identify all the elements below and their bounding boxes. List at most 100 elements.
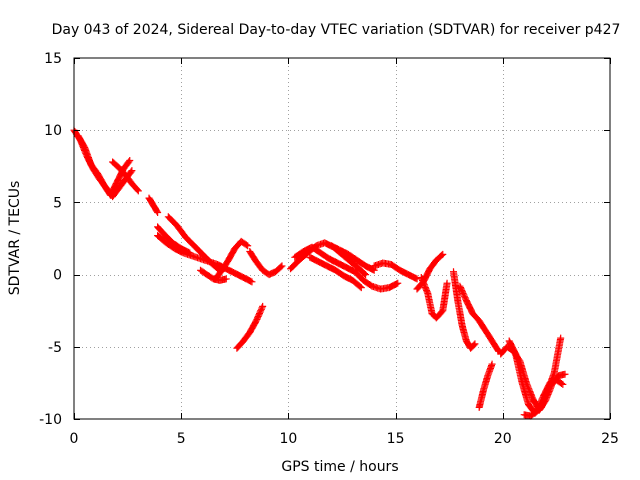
data-point — [362, 271, 370, 279]
y-tick-label: 15 — [44, 51, 62, 67]
data-point — [186, 249, 194, 257]
data-point-run — [287, 257, 302, 273]
data-point-run — [385, 280, 400, 292]
data-point-run — [439, 281, 451, 315]
data-series-2 — [74, 132, 134, 199]
data-point — [128, 167, 136, 175]
data-point-run — [355, 265, 368, 278]
data-point-run — [149, 201, 161, 215]
data-point-run — [190, 242, 206, 257]
data-point-run — [432, 251, 446, 264]
data-point-run — [469, 310, 482, 324]
data-point — [471, 340, 479, 348]
data-point-run — [212, 268, 225, 283]
data-point-run — [467, 341, 478, 352]
data-series-15 — [327, 242, 378, 274]
data-point-run — [239, 274, 255, 285]
data-point-run — [332, 266, 347, 279]
data-series-13 — [287, 239, 370, 279]
data-point-run — [197, 266, 210, 278]
data-point-run — [405, 271, 420, 282]
data-series-24 — [520, 376, 567, 420]
data-point-run — [462, 297, 476, 316]
data-point-run — [162, 239, 177, 252]
data-point — [278, 262, 286, 270]
data-series-6 — [164, 213, 224, 274]
data-point-run — [475, 317, 489, 334]
data-point-run — [527, 407, 540, 420]
y-tick-label: 5 — [53, 195, 62, 211]
data-point-run — [480, 373, 491, 394]
data-point-run — [353, 256, 368, 269]
data-point-run — [295, 250, 311, 264]
data-point — [559, 380, 567, 388]
data-series-11 — [233, 302, 267, 352]
data-point-run — [164, 213, 180, 228]
data-point-run — [317, 249, 332, 262]
data-point-run — [512, 350, 526, 385]
data-point-run — [115, 164, 128, 178]
data-point-run — [362, 262, 377, 274]
data-point — [222, 275, 230, 283]
data-point-run — [450, 268, 462, 303]
data-series-14 — [306, 253, 365, 292]
data-point — [439, 250, 447, 258]
data-series-18 — [417, 274, 451, 322]
data-point-run — [349, 276, 364, 291]
data-point-run — [173, 222, 188, 240]
data-point-run — [550, 336, 564, 377]
data-point-run — [518, 379, 532, 407]
x-tick-label: 20 — [494, 431, 512, 447]
data-point-run — [475, 388, 487, 411]
data-point-run — [233, 338, 246, 352]
data-series-19 — [450, 268, 479, 352]
data-point-run — [456, 282, 470, 303]
data-point-run — [533, 393, 547, 414]
data-point — [244, 242, 252, 250]
data-point-run — [272, 263, 285, 276]
axis-ticks — [74, 58, 611, 420]
data-series-4 — [145, 194, 162, 217]
data-point — [561, 370, 569, 378]
y-tick-label: -10 — [39, 412, 62, 428]
x-tick-label: 0 — [70, 431, 79, 447]
data-point-run — [252, 304, 266, 325]
x-tick-label: 5 — [177, 431, 186, 447]
chart-title: Day 043 of 2024, Sidereal Day-to-day VTE… — [52, 22, 621, 38]
y-tick-label: -5 — [48, 340, 62, 356]
data-point — [126, 157, 134, 165]
data-point — [154, 209, 162, 217]
data-point-run — [432, 308, 446, 322]
data-point — [394, 279, 402, 287]
data-point-run — [106, 180, 120, 199]
data-point-run — [344, 250, 360, 263]
data-point-run — [426, 257, 439, 273]
data-point-run — [552, 376, 565, 387]
y-tick-label: 0 — [53, 268, 62, 284]
data-point-run — [207, 259, 223, 273]
data-point — [259, 302, 267, 310]
data-point — [357, 284, 365, 292]
data-point — [248, 278, 256, 286]
data-point-run — [246, 318, 259, 336]
data-point-run — [154, 223, 167, 237]
data-point-run — [224, 246, 238, 264]
x-tick-label: 25 — [601, 431, 619, 447]
data-point-run — [182, 233, 197, 249]
data-point-run — [323, 262, 338, 274]
data-point-run — [351, 268, 366, 283]
y-tick-labels: -10 -5 0 5 10 15 — [39, 51, 62, 428]
data-series-9 — [212, 237, 252, 283]
data-point-run — [291, 248, 306, 261]
data-point-run — [109, 158, 122, 171]
data-series-20 — [456, 282, 503, 355]
x-axis-label: GPS time / hours — [281, 459, 398, 475]
data-point-run — [417, 274, 431, 296]
data-series-3 — [109, 158, 142, 195]
data-point-run — [115, 177, 128, 192]
data-point-run — [145, 194, 157, 208]
data-series-16 — [370, 259, 421, 283]
data-series-7 — [154, 223, 194, 257]
data-point-run — [169, 239, 184, 252]
